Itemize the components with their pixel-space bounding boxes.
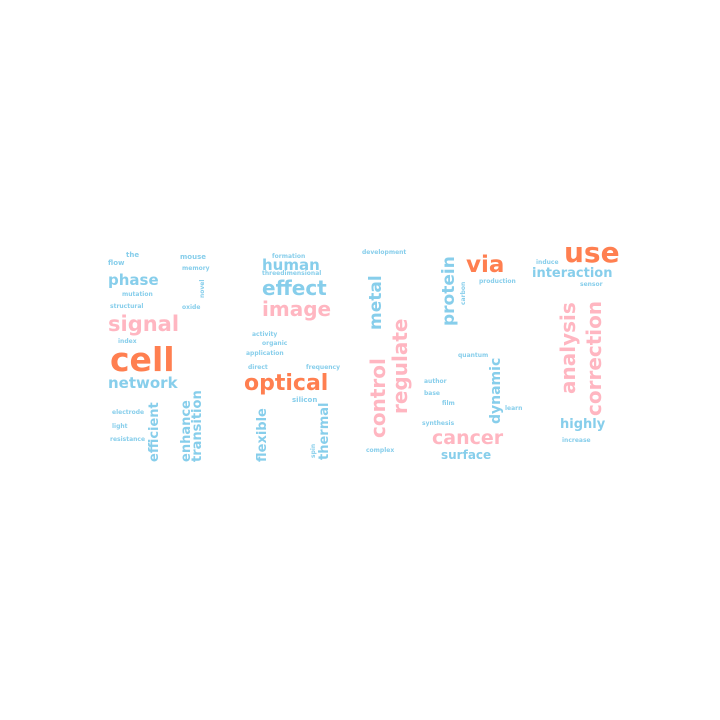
word-use: use	[564, 236, 620, 269]
word-frequency: frequency	[306, 364, 341, 371]
word-application: application	[246, 350, 284, 357]
word-flexible: flexible	[255, 408, 270, 462]
word-interaction: interaction	[532, 266, 613, 281]
word-development: development	[362, 249, 407, 256]
word-direct: direct	[248, 364, 268, 371]
word-synthesis: synthesis	[422, 420, 455, 427]
word-light: light	[112, 423, 128, 430]
word-cell: cell	[110, 340, 175, 379]
word-regulate: regulate	[388, 318, 412, 414]
word-learn: learn	[505, 405, 523, 412]
word-resistance: resistance	[110, 436, 146, 443]
word-silicon: silicon	[292, 396, 318, 404]
word-via: via	[466, 252, 505, 278]
word-quantum: quantum	[458, 352, 489, 359]
word-mutation: mutation	[122, 291, 153, 298]
word-highly: highly	[560, 417, 606, 432]
word-activity: activity	[252, 331, 278, 338]
word-cancer: cancer	[432, 427, 504, 449]
word-efficient: efficient	[147, 402, 162, 462]
word-surface: surface	[441, 448, 492, 462]
word-novel: novel	[199, 279, 206, 298]
word-mouse: mouse	[180, 253, 207, 261]
word-thermal: thermal	[317, 402, 332, 460]
word-complex: complex	[366, 447, 395, 454]
word-electrode: electrode	[112, 409, 145, 416]
word-correction: correction	[582, 300, 606, 416]
word-memory: memory	[182, 265, 210, 272]
word-signal: signal	[108, 312, 180, 336]
word-formation: formation	[272, 253, 306, 260]
word-the: the	[126, 251, 140, 259]
word-sensor: sensor	[580, 281, 603, 288]
word-dynamic: dynamic	[488, 357, 504, 424]
word-base: base	[424, 390, 440, 397]
word-production: production	[479, 278, 516, 285]
word-human: human	[262, 256, 320, 274]
word-increase: increase	[562, 437, 591, 444]
word-oxide: oxide	[182, 304, 201, 311]
word-optical: optical	[244, 371, 329, 396]
word-analysis: analysis	[556, 302, 580, 394]
word-film: film	[442, 400, 455, 407]
word-flow: flow	[108, 259, 125, 267]
word-transition: transition	[190, 390, 205, 462]
word-induce: induce	[536, 259, 559, 266]
word-protein: protein	[439, 256, 459, 326]
word-network: network	[108, 374, 178, 392]
word-image: image	[262, 297, 332, 321]
word-carbon: carbon	[460, 281, 467, 305]
word-organic: organic	[262, 340, 288, 347]
word-author: author	[424, 378, 447, 385]
word-structural: structural	[110, 303, 144, 310]
word-metal: metal	[366, 275, 386, 330]
word-threedimensional: threedimensional	[262, 270, 322, 277]
word-phase: phase	[108, 271, 159, 289]
word-control: control	[366, 358, 390, 438]
word-effect: effect	[262, 276, 327, 300]
word-index: index	[118, 338, 137, 345]
